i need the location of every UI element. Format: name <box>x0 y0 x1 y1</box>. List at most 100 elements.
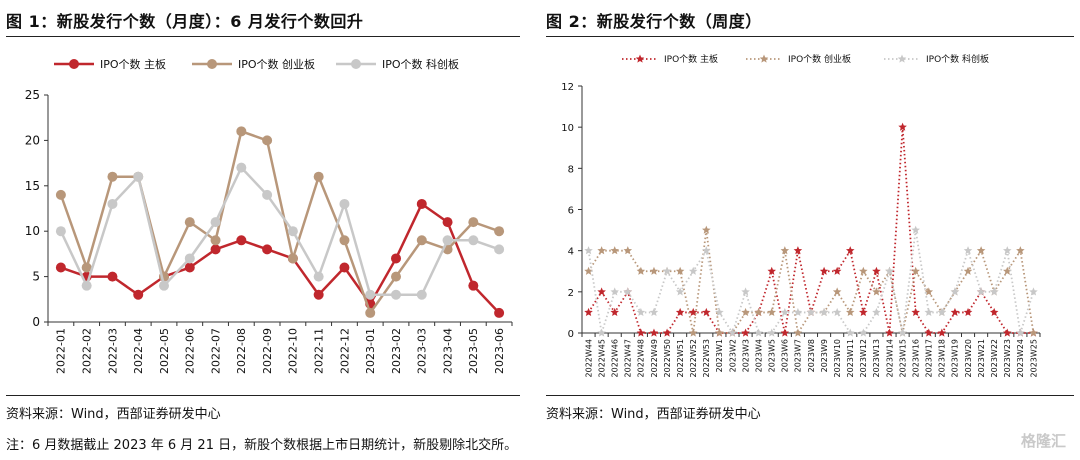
point-chinext <box>584 266 593 275</box>
x-tick-label: 2022-05 <box>158 328 171 374</box>
point-chinext <box>767 307 777 317</box>
x-tick-label: 2023W5 <box>768 339 777 372</box>
point-star <box>989 287 999 296</box>
point-main <box>649 328 659 337</box>
point-main <box>107 271 118 282</box>
point-main <box>1003 328 1012 337</box>
point-chinext <box>976 246 986 255</box>
x-tick-label: 2023W11 <box>846 339 855 377</box>
point-main <box>610 307 619 317</box>
series-line-main <box>60 202 501 314</box>
point-chinext <box>210 235 221 246</box>
point-chinext <box>832 287 842 296</box>
legend-marker-main <box>69 59 79 69</box>
x-tick-label: 2022W51 <box>676 339 685 377</box>
legend-label-star: IPO个数 科创板 <box>382 57 459 71</box>
point-star <box>715 307 724 317</box>
legend-label-star: IPO个数 科创板 <box>926 53 989 65</box>
point-star <box>662 266 672 275</box>
x-tick-label: 2022-04 <box>132 328 145 374</box>
y-tick-label: 10 <box>25 224 40 238</box>
legend-marker-chinext <box>759 54 769 63</box>
point-main <box>819 266 829 275</box>
y-tick-label: 0 <box>32 315 40 329</box>
point-chinext <box>741 307 750 317</box>
point-star <box>937 307 947 317</box>
x-tick-label: 2023-05 <box>467 328 480 374</box>
y-tick-label: 6 <box>568 206 574 217</box>
point-star <box>950 287 960 296</box>
weekly-ipo-chart: 0 2 4 6 8 10 12 2022W44 2022W45 2022W46 2022W47 202… <box>561 53 1041 377</box>
x-tick-label: 2022-08 <box>235 328 248 374</box>
point-chinext <box>81 262 92 273</box>
point-main <box>391 253 401 264</box>
x-tick-label: 2022W44 <box>584 339 593 377</box>
point-star <box>133 171 144 182</box>
point-star <box>494 244 505 255</box>
point-main <box>872 266 881 275</box>
legend-marker-chinext <box>207 59 217 69</box>
y-tick-label: 8 <box>568 164 574 175</box>
point-star <box>675 287 685 296</box>
x-tick-label: 2022-01 <box>55 328 68 374</box>
point-chinext <box>236 126 247 137</box>
y-tick-label: 5 <box>32 270 40 284</box>
x-tick-label: 2023W13 <box>872 339 881 377</box>
legend-marker-star <box>897 54 907 63</box>
point-chinext <box>184 217 195 228</box>
point-star <box>442 235 453 246</box>
point-star <box>780 307 790 317</box>
point-chinext <box>365 307 376 318</box>
x-tick-label: 2022W50 <box>663 339 672 377</box>
point-star <box>1029 287 1038 296</box>
point-main <box>767 266 777 275</box>
legend-label-main: IPO个数 主板 <box>100 57 166 71</box>
x-tick-label: 2022W49 <box>650 339 659 377</box>
x-tick-label: 2022W46 <box>611 339 620 377</box>
point-main <box>313 289 324 300</box>
point-chinext <box>845 307 855 317</box>
point-chinext <box>339 235 350 246</box>
series-line-main <box>587 126 1034 334</box>
point-star <box>584 246 593 255</box>
point-star <box>623 287 633 296</box>
point-chinext <box>688 328 698 337</box>
x-tick-label: 2023W22 <box>990 339 999 377</box>
point-main <box>597 287 606 296</box>
x-tick-label: 2023W8 <box>807 339 816 372</box>
point-chinext <box>494 226 505 237</box>
x-tick-label: 2022W52 <box>689 339 698 377</box>
point-main <box>236 235 247 246</box>
x-tick-label: 2023W20 <box>964 339 973 377</box>
point-main <box>793 246 803 255</box>
point-main <box>442 217 453 228</box>
monthly-ipo-chart: 0 5 10 15 20 25 2022-01 2022-02 2022-03 2022-04 20… <box>25 57 513 374</box>
point-star <box>806 307 816 317</box>
point-main <box>494 307 505 318</box>
right-title-rule <box>546 36 1074 37</box>
x-tick-label: 2022W53 <box>702 339 711 377</box>
x-tick-label: 2022W47 <box>624 339 633 377</box>
point-chinext <box>262 135 273 146</box>
point-star <box>911 225 920 234</box>
y-tick-label: 4 <box>568 247 574 258</box>
point-main <box>741 328 750 337</box>
point-chinext <box>1003 266 1012 275</box>
point-chinext <box>623 246 633 255</box>
point-star <box>976 287 986 296</box>
point-chinext <box>675 266 685 275</box>
point-star <box>416 289 427 300</box>
legend-label-main: IPO个数 主板 <box>664 53 718 65</box>
point-star <box>898 328 907 337</box>
point-star <box>236 162 247 173</box>
point-main <box>924 328 934 337</box>
footnote: 注：6 月数据截止 2023 年 6 月 21 日，新股个数根据上市日期统计，新… <box>6 438 518 453</box>
point-main <box>950 307 960 317</box>
point-chinext <box>702 225 711 234</box>
point-main <box>262 244 273 255</box>
point-star <box>610 287 619 296</box>
point-star <box>859 328 868 337</box>
x-tick-label: 2023W12 <box>859 339 868 377</box>
point-star <box>1003 246 1012 255</box>
point-chinext <box>55 189 66 200</box>
